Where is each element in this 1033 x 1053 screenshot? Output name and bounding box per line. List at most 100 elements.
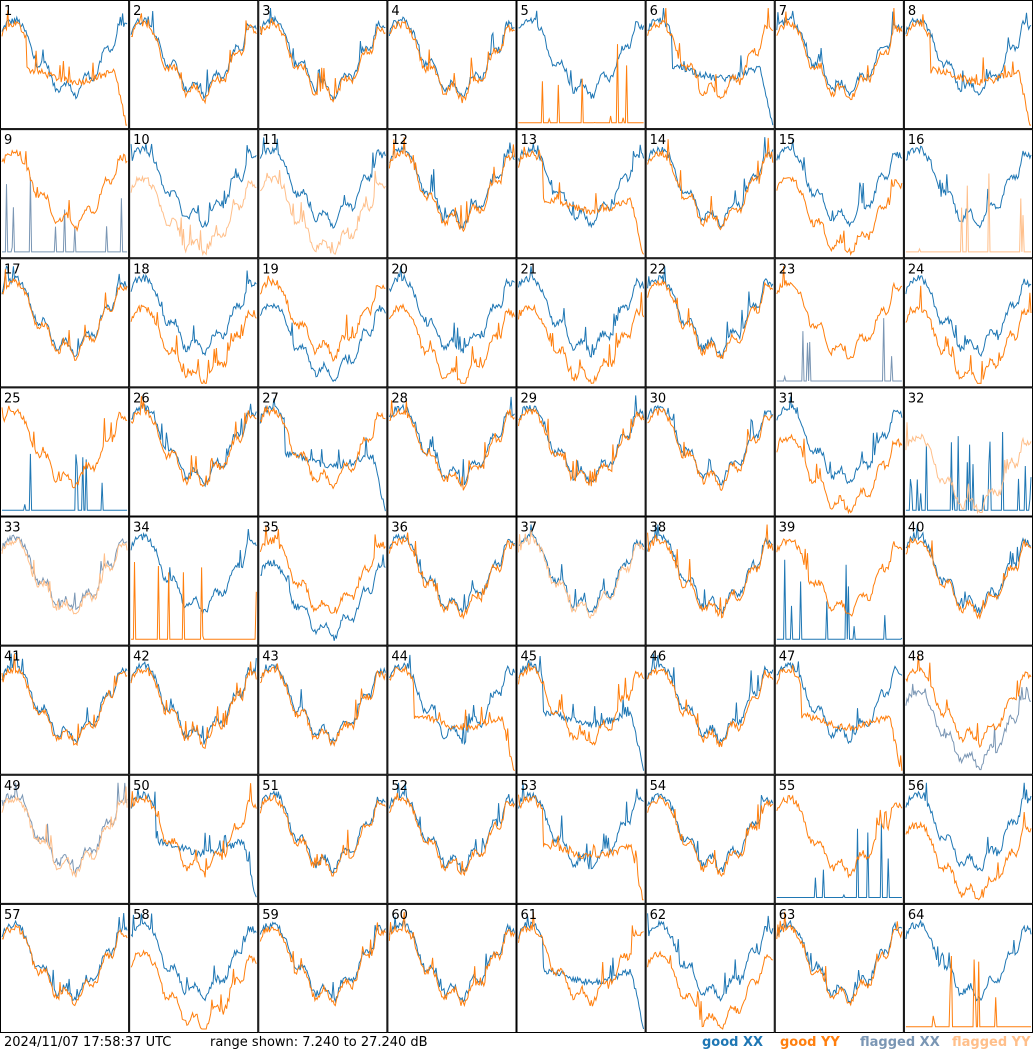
series-yy-line (130, 783, 257, 878)
panel-label: 2 (133, 4, 141, 19)
series-yy-line (1, 786, 128, 878)
series-xx-line (259, 398, 386, 512)
panel-64: 64 (903, 903, 1033, 1033)
panel-14: 14 (645, 129, 775, 259)
panel-2: 2 (129, 0, 259, 130)
series-yy-line (905, 955, 1031, 1028)
panel-frame (387, 258, 517, 388)
series-xx-line (259, 137, 386, 229)
panel-29: 29 (516, 387, 646, 517)
series-yy-line (776, 665, 903, 771)
timestamp: 2024/11/07 17:58:37 UTC (4, 1035, 172, 1050)
panel-19: 19 (258, 258, 388, 388)
panel-label: 27 (262, 391, 279, 406)
panel-38: 38 (645, 516, 775, 646)
panel-59: 59 (258, 903, 388, 1033)
series-xx-line (905, 145, 1032, 229)
series-yy-line (388, 911, 515, 1008)
panel-label: 16 (908, 133, 925, 148)
panel-frame (774, 774, 904, 904)
series-yy-line (259, 404, 386, 490)
panel-label: 50 (133, 779, 150, 794)
panel-46: 46 (645, 645, 775, 775)
panel-27: 27 (258, 387, 388, 517)
panel-frame (516, 516, 646, 646)
series-yy-line (259, 525, 386, 615)
panel-label: 63 (779, 908, 796, 923)
panel-frame (516, 129, 646, 259)
series-xx-line (647, 913, 774, 1002)
series-yy-line (647, 407, 773, 491)
series-yy-line (905, 173, 1031, 253)
panel-1: 1 (0, 0, 130, 130)
series-xx-line (388, 396, 515, 486)
series-xx-line (647, 792, 774, 873)
series-yy-line (905, 422, 1032, 515)
panel-53: 53 (516, 774, 646, 904)
panel-47: 47 (774, 645, 904, 775)
series-yy-line (647, 524, 774, 619)
panel-22: 22 (645, 258, 775, 388)
panel-56: 56 (903, 774, 1033, 904)
panel-label: 9 (4, 133, 12, 148)
panel-label: 51 (262, 779, 279, 794)
legend-good-yy: good YY (780, 1035, 840, 1050)
series-yy-line (1, 269, 128, 361)
series-yy-line (647, 950, 773, 1030)
panel-label: 11 (262, 133, 279, 148)
panel-54: 54 (645, 774, 775, 904)
panel-frame (774, 645, 904, 775)
panel-label: 28 (391, 391, 408, 406)
series-yy-line (388, 303, 515, 385)
series-xx-line (388, 782, 515, 874)
panel-17: 17 (0, 258, 130, 388)
series-yy-line (259, 169, 386, 255)
series-yy-line (518, 292, 645, 385)
panel-label: 13 (521, 133, 538, 148)
panel-frame (0, 516, 130, 646)
series-xx-line (388, 16, 515, 98)
series-yy-line (1, 537, 128, 615)
series-yy-line (388, 792, 515, 877)
panel-label: 14 (650, 133, 667, 148)
series-xx-line (518, 143, 645, 229)
panel-frame (258, 0, 388, 130)
series-xx-line (518, 266, 645, 358)
panel-25: 25 (0, 387, 130, 517)
panel-frame (258, 387, 388, 517)
panel-label: 15 (779, 133, 796, 148)
series-yy-line (389, 400, 515, 491)
panel-frame (129, 0, 259, 130)
panel-frame (774, 129, 904, 259)
series-yy-line (1, 405, 128, 489)
panel-label: 46 (650, 650, 667, 665)
series-yy-line (130, 174, 257, 257)
series-xx-line (518, 782, 644, 870)
panel-label: 30 (650, 391, 667, 406)
panel-label: 47 (779, 650, 796, 665)
panel-label: 58 (133, 908, 150, 923)
panel-label: 5 (521, 4, 529, 19)
series-yy-line (131, 561, 257, 640)
panel-label: 39 (779, 521, 796, 536)
panel-frame (258, 129, 388, 259)
panel-24: 24 (903, 258, 1033, 388)
series-xx-line (388, 266, 515, 354)
panel-frame (129, 645, 259, 775)
series-yy-line (130, 396, 257, 488)
panel-frame (129, 387, 259, 517)
series-yy-line (905, 537, 1032, 620)
panel-frame (903, 258, 1033, 388)
footer: 2024/11/07 17:58:37 UTC range shown: 7.2… (0, 1033, 1033, 1053)
series-yy-line (131, 13, 257, 105)
series-xx-line (647, 524, 773, 615)
panel-frame (387, 516, 517, 646)
panel-frame (645, 774, 775, 904)
series-xx-line (905, 919, 1032, 1002)
panel-frame (129, 258, 259, 388)
panel-label: 52 (391, 779, 408, 794)
panel-label: 18 (133, 262, 150, 277)
series-xx-line (776, 661, 903, 745)
series-xx-line (518, 915, 645, 1030)
panel-28: 28 (387, 387, 517, 517)
